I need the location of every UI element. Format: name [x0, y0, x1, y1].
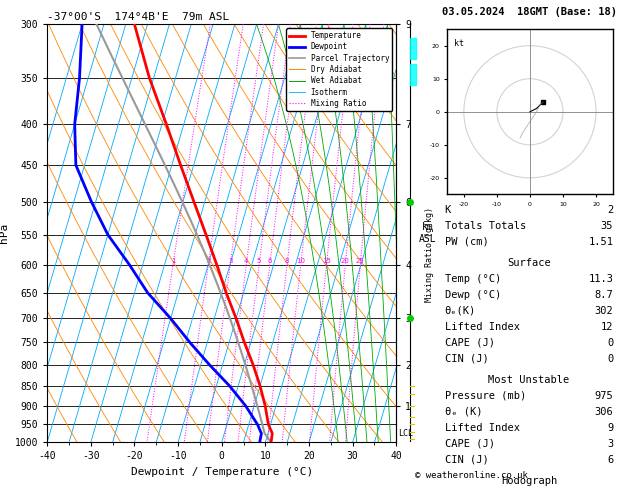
Text: -37°00'S  174°4B'E  79m ASL: -37°00'S 174°4B'E 79m ASL: [47, 12, 230, 22]
Polygon shape: [411, 38, 416, 59]
Text: 8.7: 8.7: [594, 290, 613, 300]
Text: 3: 3: [228, 259, 233, 264]
Text: θₑ (K): θₑ (K): [445, 407, 482, 417]
Text: 20: 20: [341, 259, 350, 264]
Text: LCL: LCL: [398, 429, 413, 438]
Text: PW (cm): PW (cm): [445, 237, 489, 247]
Text: Mixing Ratio (g/kg): Mixing Ratio (g/kg): [425, 207, 434, 302]
Text: K: K: [445, 205, 451, 215]
Text: CAPE (J): CAPE (J): [445, 439, 494, 449]
Text: © weatheronline.co.uk: © weatheronline.co.uk: [415, 471, 528, 480]
Text: 8: 8: [285, 259, 289, 264]
Text: 0: 0: [607, 338, 613, 348]
Text: 10: 10: [296, 259, 305, 264]
Text: 3: 3: [607, 439, 613, 449]
Text: Totals Totals: Totals Totals: [445, 221, 526, 231]
Text: Most Unstable: Most Unstable: [488, 375, 570, 385]
Text: 302: 302: [594, 306, 613, 316]
Text: Temp (°C): Temp (°C): [445, 274, 501, 284]
Text: 1.51: 1.51: [588, 237, 613, 247]
Text: Dewp (°C): Dewp (°C): [445, 290, 501, 300]
Text: 306: 306: [594, 407, 613, 417]
Y-axis label: hPa: hPa: [0, 223, 9, 243]
Text: 2: 2: [206, 259, 211, 264]
Text: 12: 12: [601, 322, 613, 332]
X-axis label: Dewpoint / Temperature (°C): Dewpoint / Temperature (°C): [131, 467, 313, 477]
Text: 03.05.2024  18GMT (Base: 18): 03.05.2024 18GMT (Base: 18): [442, 7, 618, 17]
Text: CIN (J): CIN (J): [445, 455, 489, 465]
Legend: Temperature, Dewpoint, Parcel Trajectory, Dry Adiabat, Wet Adiabat, Isotherm, Mi: Temperature, Dewpoint, Parcel Trajectory…: [286, 28, 392, 111]
Y-axis label: km
ASL: km ASL: [419, 223, 437, 244]
Text: Lifted Index: Lifted Index: [445, 423, 520, 433]
Text: 35: 35: [601, 221, 613, 231]
Text: 4: 4: [244, 259, 248, 264]
Text: Hodograph: Hodograph: [501, 476, 557, 486]
Text: Surface: Surface: [507, 258, 551, 268]
Polygon shape: [411, 64, 416, 85]
Text: Pressure (mb): Pressure (mb): [445, 391, 526, 401]
Text: CAPE (J): CAPE (J): [445, 338, 494, 348]
Text: 6: 6: [267, 259, 272, 264]
Text: CIN (J): CIN (J): [445, 354, 489, 364]
Text: 9: 9: [607, 423, 613, 433]
Text: 975: 975: [594, 391, 613, 401]
Text: 0: 0: [607, 354, 613, 364]
Text: 25: 25: [356, 259, 365, 264]
Text: Lifted Index: Lifted Index: [445, 322, 520, 332]
Text: 5: 5: [257, 259, 261, 264]
Text: 6: 6: [607, 455, 613, 465]
Text: θₑ(K): θₑ(K): [445, 306, 476, 316]
Text: 11.3: 11.3: [588, 274, 613, 284]
Text: 1: 1: [171, 259, 175, 264]
Text: 2: 2: [607, 205, 613, 215]
Text: kt: kt: [454, 39, 464, 48]
Text: 15: 15: [322, 259, 331, 264]
